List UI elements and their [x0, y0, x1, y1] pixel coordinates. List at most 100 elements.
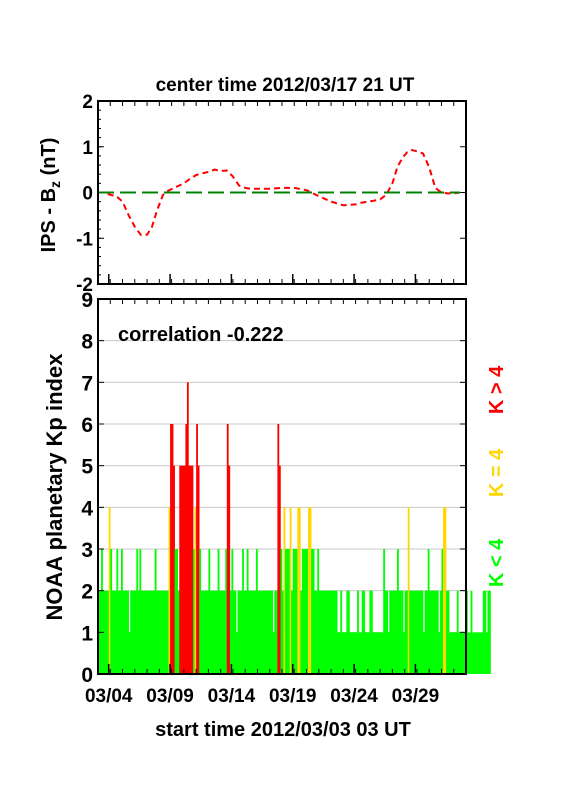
kp-bar [292, 549, 295, 674]
bottom-y-tick-label: 2 [81, 581, 93, 604]
kp-bar [475, 632, 478, 674]
kp-bar [355, 632, 358, 674]
kp-bar [361, 590, 364, 674]
kp-bar [254, 590, 257, 674]
kp-bar [444, 507, 447, 674]
kp-bar [430, 590, 433, 674]
ips-bz-series-line [98, 148, 461, 237]
kp-bar [286, 549, 289, 674]
kp-bar [332, 590, 335, 674]
bottom-y-tick-label: 6 [81, 414, 93, 437]
kp-bar [331, 590, 333, 674]
kp-bar [148, 590, 151, 674]
kp-bar [255, 549, 258, 674]
top-series-lines [98, 148, 461, 237]
kp-bar [283, 507, 286, 674]
kp-bar [392, 590, 395, 674]
kp-bar [121, 549, 123, 674]
top-y-axis-label-main: IPS - B [38, 188, 60, 252]
kp-bar [165, 590, 168, 674]
kp-bar [360, 632, 363, 674]
kp-bar [427, 549, 430, 674]
kp-bar [351, 632, 353, 674]
top-y-axis-label-unit: (nT) [38, 138, 60, 181]
kp-bar [366, 632, 369, 674]
kp-bar [104, 590, 106, 674]
kp-bar [257, 590, 260, 674]
kp-bar [374, 632, 376, 674]
kp-bar [107, 590, 110, 674]
kp-bar [306, 549, 309, 674]
kp-bar [372, 632, 375, 674]
kp-bar [381, 632, 384, 674]
kp-bar [191, 465, 194, 674]
kp-bar [160, 590, 163, 674]
kp-bar [349, 632, 352, 674]
kp-bar [291, 590, 294, 674]
kp-bar [173, 465, 175, 674]
kp-bar [387, 632, 390, 674]
kp-bar [206, 590, 209, 674]
kp-bar [288, 549, 290, 674]
kp-bar [407, 507, 410, 674]
kp-bar [295, 549, 298, 674]
top-panel-title: center time 2012/03/17 21 UT [156, 75, 415, 96]
kp-bar [461, 632, 464, 674]
kp-bar [274, 590, 277, 674]
kp-bar [242, 549, 244, 674]
legend-k-greater-4: K > 4 [486, 365, 508, 414]
kp-bar [421, 590, 424, 674]
kp-bar [259, 590, 261, 674]
kp-bar [340, 590, 343, 674]
kp-bar [131, 590, 134, 674]
kp-bar [441, 549, 444, 674]
bottom-x-axis-label: start time 2012/03/03 03 UT [155, 719, 411, 741]
bottom-y-tick-label: 8 [81, 331, 93, 354]
kp-bar [305, 549, 307, 674]
kp-bar [199, 549, 202, 674]
kp-bar [395, 590, 398, 674]
kp-bar [193, 549, 195, 674]
top-plot-frame [97, 100, 467, 285]
kp-bar [216, 590, 218, 674]
kp-bar [439, 590, 442, 674]
kp-bar [484, 590, 487, 674]
kp-bar [214, 590, 217, 674]
bottom-y-tick-label: 7 [81, 372, 93, 395]
kp-bar [272, 632, 275, 674]
kp-bar [320, 590, 323, 674]
kp-bar [139, 549, 142, 674]
top-y-tick-label: 1 [82, 138, 93, 159]
kp-bar [416, 590, 419, 674]
kp-bar [125, 590, 128, 674]
kp-bar [222, 590, 225, 674]
kp-bar [101, 549, 103, 674]
kp-bar [375, 632, 378, 674]
kp-bar [406, 590, 409, 674]
bottom-x-tick-label: 03/14 [208, 686, 256, 707]
kp-bar [400, 590, 402, 674]
kp-bar [117, 590, 120, 674]
kp-bar [154, 549, 157, 674]
top-y-tick-label: 2 [82, 92, 93, 113]
kp-bar [223, 590, 226, 674]
kp-bar [124, 590, 126, 674]
kp-bar [409, 590, 412, 674]
kp-bar [200, 590, 203, 674]
kp-bar [455, 632, 458, 674]
kp-bar [151, 590, 154, 674]
kp-bar [219, 590, 221, 674]
kp-bar [397, 549, 399, 674]
kp-bar [197, 465, 200, 674]
kp-bar [481, 632, 484, 674]
kp-bar [301, 549, 304, 674]
kp-bar [225, 549, 228, 674]
kp-bar [183, 465, 186, 674]
kp-bar [415, 590, 418, 674]
kp-bar [153, 590, 156, 674]
kp-bar [245, 590, 248, 674]
kp-bar [116, 549, 119, 674]
kp-bar [190, 465, 192, 674]
kp-bar [163, 590, 166, 674]
